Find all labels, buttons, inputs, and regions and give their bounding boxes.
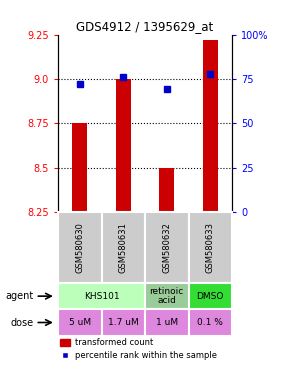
Text: retinoic
acid: retinoic acid xyxy=(150,287,184,306)
Bar xyxy=(145,310,188,336)
Text: KHS101: KHS101 xyxy=(84,291,119,301)
Text: DMSO: DMSO xyxy=(197,291,224,301)
Text: 0.1 %: 0.1 % xyxy=(197,318,223,327)
Text: 5 uM: 5 uM xyxy=(69,318,91,327)
Bar xyxy=(188,283,232,310)
Text: dose: dose xyxy=(11,318,34,328)
Bar xyxy=(145,283,188,310)
Text: GSM580633: GSM580633 xyxy=(206,222,215,273)
Bar xyxy=(188,310,232,336)
Bar xyxy=(145,212,188,283)
Text: GSM580631: GSM580631 xyxy=(119,222,128,273)
Text: agent: agent xyxy=(6,291,34,301)
Title: GDS4912 / 1395629_at: GDS4912 / 1395629_at xyxy=(76,20,214,33)
Text: 1.7 uM: 1.7 uM xyxy=(108,318,139,327)
Legend: transformed count, percentile rank within the sample: transformed count, percentile rank withi… xyxy=(60,338,217,360)
Bar xyxy=(102,310,145,336)
Bar xyxy=(116,79,131,212)
Text: GSM580630: GSM580630 xyxy=(75,222,84,273)
Bar xyxy=(72,123,87,212)
Text: 1 uM: 1 uM xyxy=(156,318,178,327)
Bar xyxy=(159,168,174,212)
Bar xyxy=(102,212,145,283)
Bar xyxy=(203,40,218,212)
Bar xyxy=(58,212,102,283)
Bar xyxy=(58,283,145,310)
Bar xyxy=(58,310,102,336)
Bar xyxy=(188,212,232,283)
Text: GSM580632: GSM580632 xyxy=(162,222,171,273)
